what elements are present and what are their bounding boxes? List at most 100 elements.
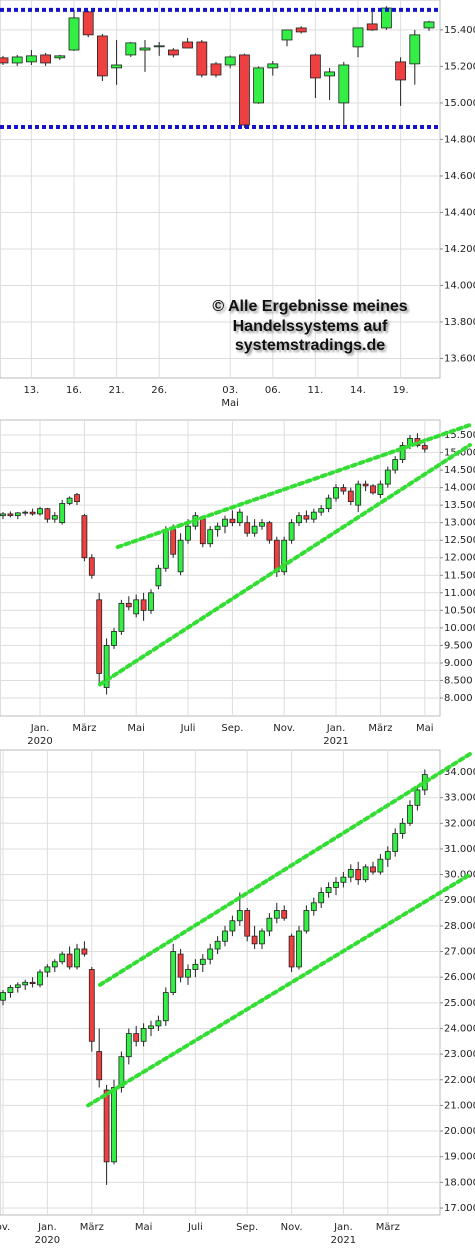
candle-body [125,1033,132,1058]
candle-body [210,63,222,76]
y-tick-label: 19.000 [444,1152,475,1163]
y-tick-label: 31.000 [444,844,475,855]
x-sublabel: 2020 [35,1235,60,1246]
candle-body [238,54,250,126]
candle-body [207,948,214,960]
candle-body [97,35,108,77]
candle-body [162,529,169,569]
y-tick-label: 22.000 [444,1075,475,1086]
x-sublabel: 2020 [27,736,52,747]
y-tick-label: 8.000 [444,693,473,704]
candle-body [259,522,265,527]
y-tick-label: 14.600 [444,171,475,182]
candle-body [96,599,103,674]
y-tick-label: 12.000 [444,553,475,564]
plot-area [0,749,441,1216]
candle-body [153,45,165,48]
plot-area [0,0,441,379]
candle-body [355,483,362,506]
candle-body [0,57,9,64]
candle-body [281,910,288,919]
trend-line [97,752,472,987]
x-sublabel: 2021 [331,1235,356,1246]
candle-body [111,1087,117,1163]
x-tick-label: Juli [187,1222,203,1233]
candle-body [59,953,66,963]
candle-body [162,992,169,1022]
y-tick-label: 13.500 [444,500,475,511]
y-tick-label: 27.000 [444,947,475,958]
candle-body [222,518,228,527]
trend-line [86,872,472,1108]
candle-body [155,1020,162,1027]
candle-body [251,525,258,534]
candle-body [11,56,23,64]
candle-body [111,630,117,646]
candle-body [148,1025,154,1029]
candle-body [266,522,273,541]
candle-body [303,910,310,932]
candle-body [192,963,199,970]
x-tick-label: 11. [307,385,323,396]
annotation: systemstradings.de [235,337,385,354]
y-tick-label: 21.000 [444,1100,475,1111]
x-tick-label: 14. [350,385,366,396]
candle-body [236,511,243,524]
y-tick-label: 10.500 [444,605,475,616]
candle-body [236,910,243,922]
candle-body [288,522,295,541]
candle-body [0,513,6,517]
candle-body [392,833,399,852]
x-tick-label: 13. [23,385,39,396]
candle-body [377,483,384,496]
x-tick-label: ov. [0,1222,10,1233]
y-tick-label: 14.000 [444,280,475,291]
annotation: © Alle Ergebnisse meines [212,298,407,315]
x-tick-label: Nov. [273,723,295,734]
y-tick-label: 29.000 [444,895,475,906]
x-sublabel: 2021 [323,736,348,747]
candle-body [281,29,293,41]
y-tick-label: 28.000 [444,921,475,932]
y-tick-label: 14.400 [444,207,475,218]
y-tick-label: 18.000 [444,1177,475,1188]
x-tick-label: März [376,1222,400,1233]
x-tick-label: 19. [393,385,409,396]
candle-body [29,981,36,984]
candle-body [37,508,43,515]
candle-body [214,525,221,531]
chart-panel: 17.000 18.000 19.000 20.000 21.000 22.000 23.0… [0,749,475,1246]
candle-body [324,71,336,77]
y-tick-label: 34.000 [444,767,475,778]
candle-body [253,67,265,104]
candle-body [29,511,36,515]
candle-body [421,445,428,450]
candle-body [370,485,376,494]
candle-body [22,511,29,514]
candle-body [362,866,369,881]
candle-body [333,487,339,499]
candle-body [167,49,179,56]
x-sublabel: Mai [221,398,239,409]
candle-body [366,23,378,31]
candle-body [170,529,177,555]
y-tick-label: 9.000 [444,658,473,669]
candle-body [199,958,206,965]
y-tick-label: 30.000 [444,870,475,881]
x-tick-label: 03. [222,385,238,396]
candle-body [355,869,362,881]
candle-body [214,940,221,950]
candle-body [309,54,321,79]
y-tick-label: 15.000 [444,98,475,109]
candle-body [88,969,95,1042]
candle-body [182,41,194,49]
y-tick-label: 17.000 [444,1203,475,1214]
candle-body [40,54,51,64]
candle-body [340,876,347,883]
candle-body [296,515,302,524]
candle-body [155,567,162,587]
candle-body [125,42,137,56]
y-tick-label: 25.000 [444,998,475,1009]
candle-body [409,34,421,65]
x-tick-label: März [368,723,392,734]
